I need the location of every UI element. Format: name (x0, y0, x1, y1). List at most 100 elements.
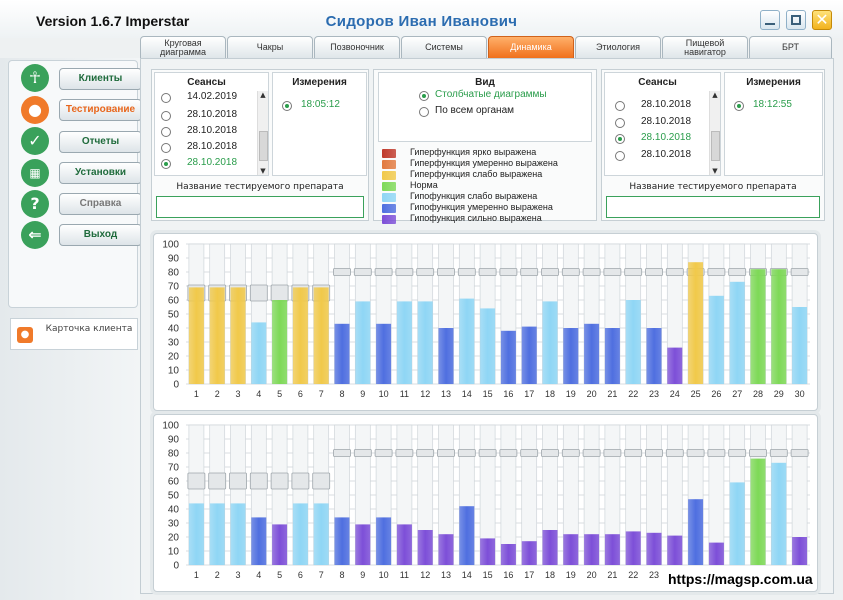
left-sessions-scrollbar[interactable]: ▲ ▼ (257, 91, 268, 175)
bar-30[interactable] (792, 537, 808, 565)
bar-4[interactable] (251, 322, 267, 384)
bar-3[interactable] (230, 287, 246, 384)
left-session-date-3[interactable]: 28.10.2018 (187, 141, 238, 152)
bar-9[interactable] (355, 524, 371, 565)
bar-14[interactable] (459, 506, 475, 565)
bar-11[interactable] (396, 524, 412, 565)
scroll-thumb[interactable] (259, 131, 268, 161)
bar-2[interactable] (209, 287, 225, 384)
bar-7[interactable] (313, 503, 329, 565)
scroll-thumb[interactable] (711, 131, 720, 161)
bar-30[interactable] (792, 307, 808, 384)
bar-6[interactable] (292, 503, 308, 565)
bar-29[interactable] (771, 269, 787, 384)
bar-25[interactable] (688, 262, 704, 384)
tab-chakras[interactable]: Чакры (227, 36, 313, 58)
right-drug-input[interactable] (606, 196, 820, 218)
settings-button[interactable]: Установки (59, 162, 142, 184)
bar-4[interactable] (251, 517, 267, 565)
bar-6[interactable] (292, 287, 308, 384)
bar-18[interactable] (542, 530, 558, 565)
bar-16[interactable] (500, 544, 516, 565)
bar-15[interactable] (480, 308, 496, 384)
tab-brt[interactable]: БРТ (749, 36, 832, 58)
bar-22[interactable] (625, 531, 641, 565)
help-button[interactable]: Справка (59, 193, 142, 215)
bar-27[interactable] (729, 281, 745, 384)
tab-etiology[interactable]: Этиология (575, 36, 661, 58)
bar-1[interactable] (188, 287, 204, 384)
bar-25[interactable] (688, 499, 704, 565)
right-session-date-1[interactable]: 28.10.2018 (641, 99, 692, 110)
bar-11[interactable] (396, 301, 412, 384)
tab-systems[interactable]: Системы (401, 36, 487, 58)
right-session-date-2[interactable]: 28.10.2018 (641, 116, 692, 127)
right-measure-radio[interactable] (734, 101, 744, 111)
left-session-date-0[interactable]: 14.02.2019 (187, 91, 238, 102)
bar-15[interactable] (480, 538, 496, 565)
bar-5[interactable] (272, 524, 288, 565)
bar-12[interactable] (417, 301, 433, 384)
bar-16[interactable] (500, 330, 516, 384)
left-session-radio-4[interactable] (161, 159, 171, 169)
left-drug-input[interactable] (156, 196, 364, 218)
bar-8[interactable] (334, 323, 350, 384)
scroll-up-icon[interactable]: ▲ (712, 91, 718, 99)
bar-5[interactable] (272, 300, 288, 384)
bar-21[interactable] (604, 328, 620, 384)
bar-20[interactable] (584, 534, 600, 565)
right-sessions-scrollbar[interactable]: ▲ ▼ (709, 91, 720, 175)
bar-13[interactable] (438, 328, 454, 384)
bar-23[interactable] (646, 328, 662, 384)
bar-7[interactable] (313, 287, 329, 384)
tab-food-navigator[interactable]: Пищевой навигатор (662, 36, 748, 58)
left-measure-radio[interactable] (282, 101, 292, 111)
left-session-date-2[interactable]: 28.10.2018 (187, 125, 238, 136)
bar-10[interactable] (376, 517, 392, 565)
bar-9[interactable] (355, 301, 371, 384)
view-all-organs-label[interactable]: По всем органам (435, 105, 515, 116)
bar-12[interactable] (417, 530, 433, 565)
close-button[interactable]: ✕ (812, 10, 832, 30)
bar-3[interactable] (230, 503, 246, 565)
bar-14[interactable] (459, 298, 475, 384)
bar-19[interactable] (563, 328, 579, 384)
scroll-down-icon[interactable]: ▼ (712, 167, 718, 175)
bar-21[interactable] (604, 534, 620, 565)
tab-spine[interactable]: Позвоночник (314, 36, 400, 58)
bar-10[interactable] (376, 323, 392, 384)
left-session-date-4[interactable]: 28.10.2018 (187, 157, 238, 168)
bar-29[interactable] (771, 462, 787, 565)
left-measure-time[interactable]: 18:05:12 (301, 99, 340, 110)
bar-17[interactable] (521, 326, 537, 384)
bar-27[interactable] (729, 482, 745, 565)
left-session-radio-3[interactable] (161, 143, 171, 153)
bar-28[interactable] (750, 269, 766, 384)
right-session-radio-3[interactable] (615, 134, 625, 144)
tab-circular-diagram[interactable]: Круговая диаграмма (140, 36, 226, 58)
tab-dynamics[interactable]: Динамика (488, 36, 574, 58)
client-card-button[interactable]: ● Карточка клиента (10, 318, 138, 350)
bar-18[interactable] (542, 301, 558, 384)
right-session-date-4[interactable]: 28.10.2018 (641, 149, 692, 160)
view-all-organs-radio[interactable] (419, 107, 429, 117)
left-session-radio-1[interactable] (161, 111, 171, 121)
bar-8[interactable] (334, 517, 350, 565)
right-session-date-3[interactable]: 28.10.2018 (641, 132, 692, 143)
right-session-radio-4[interactable] (615, 151, 625, 161)
left-session-date-1[interactable]: 28.10.2018 (187, 109, 238, 120)
view-bar-chart-label[interactable]: Столбчатые диаграммы (435, 89, 547, 100)
exit-button[interactable]: Выход (59, 224, 142, 246)
bar-28[interactable] (750, 458, 766, 565)
right-session-radio-1[interactable] (615, 101, 625, 111)
scroll-down-icon[interactable]: ▼ (260, 167, 266, 175)
left-session-radio-2[interactable] (161, 127, 171, 137)
bar-20[interactable] (584, 323, 600, 384)
bar-22[interactable] (625, 300, 641, 384)
bar-26[interactable] (708, 542, 724, 565)
view-bar-chart-radio[interactable] (419, 91, 429, 101)
minimize-button[interactable] (760, 10, 780, 30)
right-measure-time[interactable]: 18:12:55 (753, 99, 792, 110)
reports-button[interactable]: Отчеты (59, 131, 142, 153)
bar-17[interactable] (521, 541, 537, 565)
